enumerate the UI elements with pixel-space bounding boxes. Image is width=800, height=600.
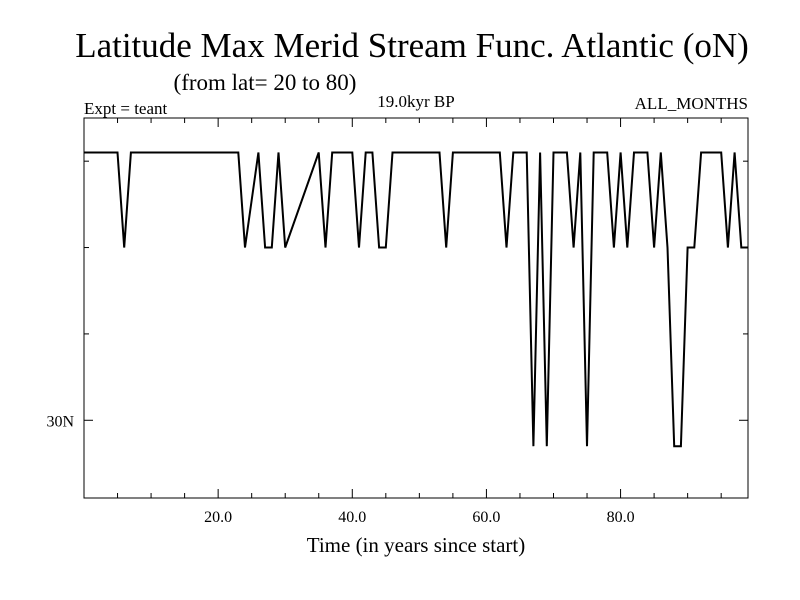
x-tick-label: 80.0 [607,509,635,526]
x-axis-label: Time (in years since start) [307,533,526,557]
chart-title: Latitude Max Merid Stream Func. Atlantic… [75,26,749,65]
y-tick-label: 30N [46,413,74,430]
x-tick-label: 20.0 [204,509,232,526]
x-tick-label: 40.0 [338,509,366,526]
chart-subtitle: (from lat= 20 to 80) [174,70,357,95]
period-label: 19.0kyr BP [377,92,454,111]
x-tick-label: 60.0 [472,509,500,526]
months-label: ALL_MONTHS [635,94,748,113]
experiment-label: Expt = teant [84,99,168,118]
series-line [84,151,748,448]
plot-area-frame [83,117,749,499]
